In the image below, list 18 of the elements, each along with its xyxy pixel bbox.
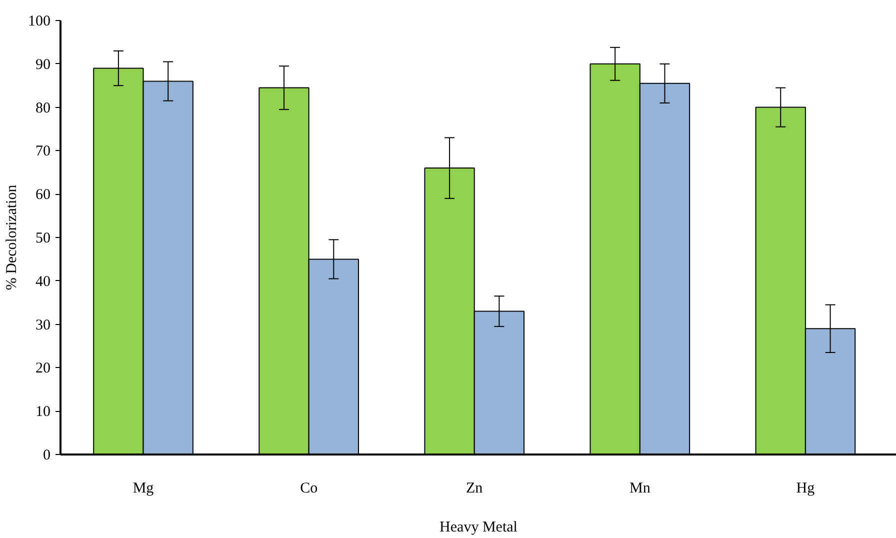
y-tick-label: 50 bbox=[36, 230, 50, 246]
y-tick-label: 100 bbox=[28, 14, 50, 30]
y-tick-label: 60 bbox=[36, 187, 50, 204]
x-tick-label: Mn bbox=[629, 480, 651, 496]
y-tick-label: 30 bbox=[36, 317, 50, 334]
y-tick-label: 90 bbox=[36, 56, 50, 73]
x-tick-label: Zn bbox=[466, 480, 484, 496]
y-tick-label: 10 bbox=[36, 404, 50, 420]
y-tick-label: 80 bbox=[36, 100, 50, 116]
y-axis-title: % Decolorization bbox=[4, 184, 20, 290]
y-tick-label: 70 bbox=[36, 144, 50, 160]
x-tick-label: Hg bbox=[796, 480, 816, 496]
y-tick-label: 40 bbox=[36, 274, 50, 290]
y-tick-label: 0 bbox=[43, 448, 50, 464]
x-tick-label: Mg bbox=[132, 480, 154, 496]
x-axis-title: Heavy Metal bbox=[440, 520, 518, 536]
y-tick-label: 20 bbox=[36, 360, 50, 377]
x-tick-label: Co bbox=[300, 480, 318, 496]
